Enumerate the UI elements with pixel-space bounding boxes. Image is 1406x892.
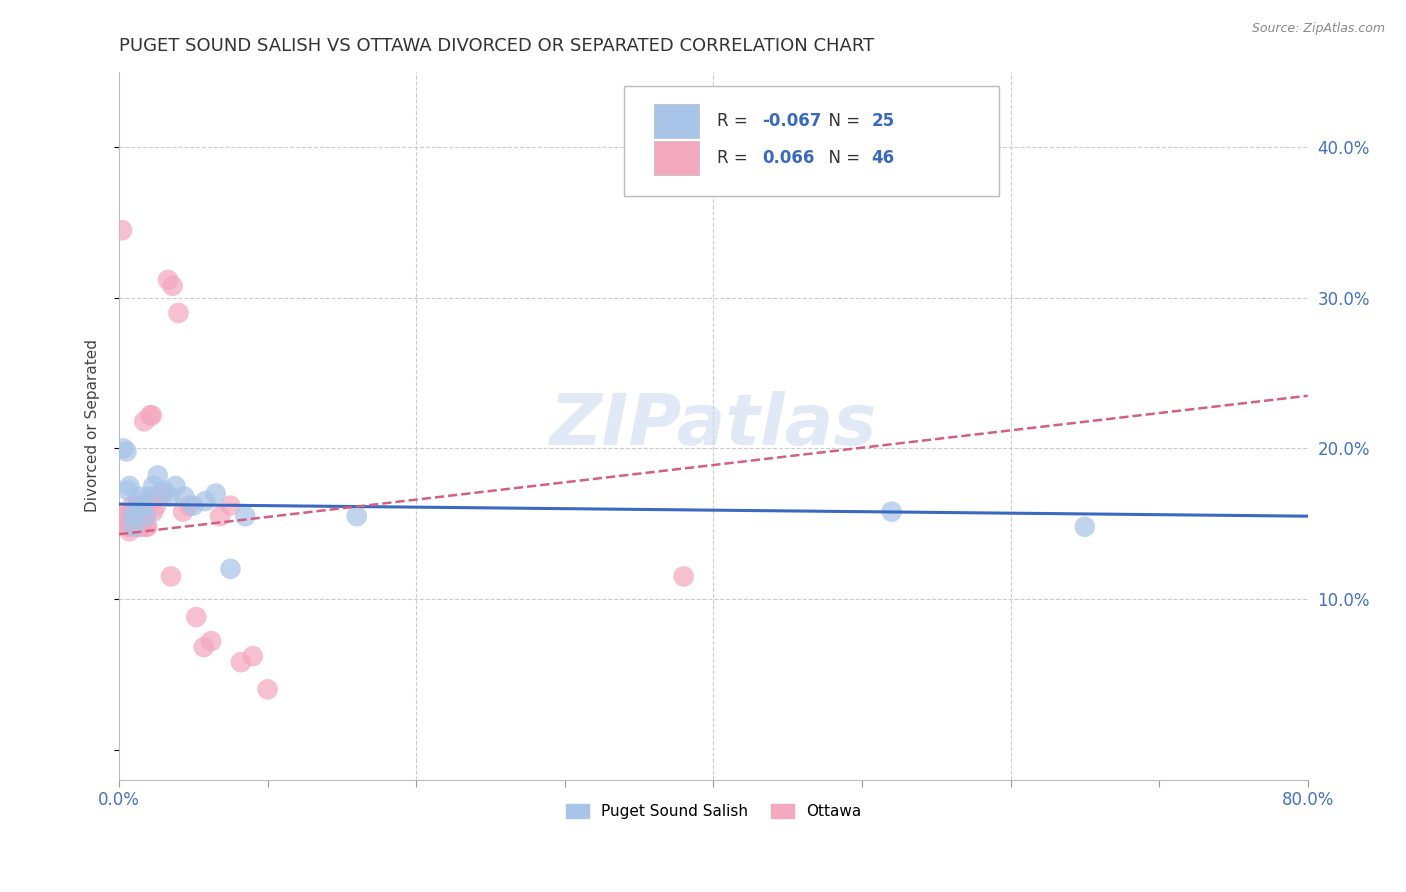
- Point: [346, 509, 368, 524]
- Point: [1074, 519, 1097, 533]
- Point: [127, 519, 149, 533]
- Point: [186, 610, 208, 624]
- Point: [135, 509, 157, 524]
- Point: [159, 490, 181, 504]
- Point: [128, 499, 150, 513]
- Point: [135, 519, 157, 533]
- Point: [122, 509, 145, 524]
- Point: [209, 509, 232, 524]
- Point: [172, 505, 194, 519]
- Point: [141, 409, 163, 423]
- Point: [125, 499, 148, 513]
- Point: [157, 273, 180, 287]
- Point: [125, 501, 148, 516]
- Y-axis label: Divorced or Separated: Divorced or Separated: [86, 339, 100, 512]
- Point: [193, 640, 215, 654]
- Point: [194, 494, 217, 508]
- Point: [256, 682, 278, 697]
- Point: [200, 634, 222, 648]
- Point: [111, 223, 134, 237]
- Point: [145, 499, 167, 513]
- Point: [165, 479, 187, 493]
- Text: R =: R =: [717, 112, 754, 130]
- FancyBboxPatch shape: [654, 142, 699, 176]
- Point: [134, 414, 156, 428]
- Point: [139, 409, 162, 423]
- Text: 25: 25: [872, 112, 894, 130]
- Text: 46: 46: [872, 150, 894, 168]
- Point: [121, 499, 143, 513]
- Point: [183, 499, 205, 513]
- Point: [152, 483, 174, 498]
- Point: [114, 509, 136, 524]
- Point: [136, 519, 159, 533]
- Point: [880, 505, 903, 519]
- Point: [135, 509, 157, 524]
- Point: [672, 569, 695, 583]
- Text: R =: R =: [717, 150, 758, 168]
- Text: 0.066: 0.066: [762, 150, 814, 168]
- Point: [122, 519, 145, 533]
- Point: [124, 519, 146, 533]
- Point: [146, 468, 169, 483]
- Point: [219, 562, 242, 576]
- Point: [128, 499, 150, 513]
- Text: N =: N =: [818, 112, 865, 130]
- Point: [118, 524, 141, 539]
- Text: -0.067: -0.067: [762, 112, 821, 130]
- Point: [160, 569, 183, 583]
- Point: [132, 509, 155, 524]
- FancyBboxPatch shape: [654, 104, 699, 138]
- Point: [173, 490, 195, 504]
- Point: [115, 444, 138, 458]
- Point: [118, 479, 141, 493]
- Point: [145, 490, 167, 504]
- Point: [142, 505, 165, 519]
- Point: [115, 514, 138, 528]
- Point: [132, 499, 155, 513]
- Point: [132, 509, 155, 524]
- Text: Source: ZipAtlas.com: Source: ZipAtlas.com: [1251, 22, 1385, 36]
- Point: [138, 494, 160, 508]
- Point: [138, 494, 160, 508]
- Point: [162, 278, 184, 293]
- Point: [152, 486, 174, 500]
- Point: [117, 519, 139, 533]
- Point: [112, 442, 135, 456]
- Text: PUGET SOUND SALISH VS OTTAWA DIVORCED OR SEPARATED CORRELATION CHART: PUGET SOUND SALISH VS OTTAWA DIVORCED OR…: [120, 37, 875, 55]
- Point: [117, 483, 139, 498]
- Point: [131, 519, 153, 533]
- Point: [128, 490, 150, 504]
- Point: [120, 519, 142, 533]
- Point: [177, 499, 200, 513]
- Text: N =: N =: [818, 150, 865, 168]
- Point: [125, 509, 148, 524]
- Point: [242, 649, 264, 664]
- Point: [112, 509, 135, 524]
- Point: [204, 486, 226, 500]
- Point: [149, 486, 172, 500]
- Point: [121, 509, 143, 524]
- FancyBboxPatch shape: [624, 87, 998, 196]
- Text: ZIPatlas: ZIPatlas: [550, 392, 877, 460]
- Point: [233, 509, 256, 524]
- Legend: Puget Sound Salish, Ottawa: Puget Sound Salish, Ottawa: [560, 797, 868, 825]
- Point: [138, 490, 160, 504]
- Point: [167, 306, 190, 320]
- Point: [142, 479, 165, 493]
- Point: [219, 499, 242, 513]
- Point: [229, 655, 252, 669]
